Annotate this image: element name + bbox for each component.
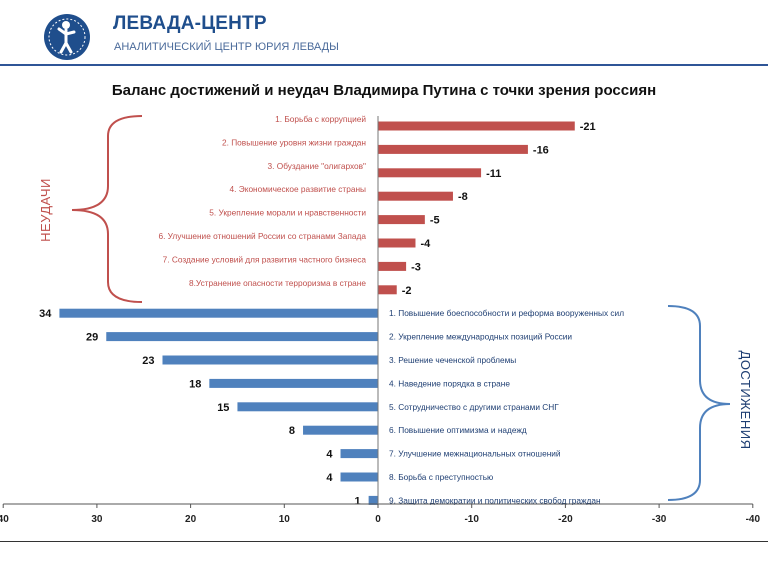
- achievement-bar: [162, 355, 378, 365]
- failure-value-label: -21: [580, 121, 596, 133]
- header: ЛЕВАДА-ЦЕНТР АНАЛИТИЧЕСКИЙ ЦЕНТР ЮРИЯ ЛЕ…: [0, 0, 768, 64]
- org-subtitle: АНАЛИТИЧЕСКИЙ ЦЕНТР ЮРИЯ ЛЕВАДЫ: [114, 41, 339, 53]
- achievement-value-label: 18: [189, 378, 201, 390]
- failure-value-label: -11: [486, 168, 501, 180]
- failure-category-label: 6. Улучшение отношений России со странам…: [158, 231, 366, 241]
- achievement-value-label: 4: [326, 472, 333, 484]
- achievement-bar: [340, 449, 378, 459]
- achievement-value-label: 23: [142, 355, 154, 367]
- achievement-bar: [340, 472, 378, 482]
- levada-logo-icon: [44, 14, 90, 60]
- achievement-bar: [209, 378, 378, 388]
- failure-category-label: 2. Повышение уровня жизни граждан: [222, 137, 366, 147]
- failure-value-label: -2: [402, 285, 412, 297]
- achievement-value-label: 8: [289, 425, 295, 437]
- failure-bar: [378, 215, 425, 225]
- failure-value-label: -4: [420, 238, 431, 250]
- x-tick-label: 20: [185, 514, 197, 525]
- achievement-category-label: 3. Решение чеченской проблемы: [389, 355, 516, 365]
- x-tick-label: -30: [652, 514, 667, 525]
- x-tick-label: 0: [375, 514, 381, 525]
- achievement-category-label: 6. Повышение оптимизма и надежд: [389, 425, 527, 435]
- achievement-value-label: 34: [39, 308, 52, 320]
- failure-bar: [378, 261, 407, 271]
- chart-title: Баланс достижений и неудач Владимира Пут…: [111, 82, 657, 99]
- failure-bar: [378, 144, 528, 154]
- achievement-bar: [106, 332, 379, 342]
- achievement-value-label: 1: [355, 495, 361, 507]
- achievement-category-label: 9. Защита демократии и политических своб…: [389, 495, 601, 505]
- failure-value-label: -8: [458, 191, 468, 203]
- achievement-bar: [303, 425, 378, 435]
- failure-value-label: -16: [533, 144, 549, 156]
- achievement-category-label: 1. Повышение боеспособности и реформа во…: [389, 308, 624, 318]
- achievement-bar: [368, 495, 378, 505]
- failures-group-label: НЕУДАЧИ: [38, 178, 53, 242]
- achievement-category-label: 8. Борьба с преступностью: [389, 472, 493, 482]
- achievement-category-label: 2. Укрепление международных позиций Росс…: [389, 332, 572, 342]
- x-tick-label: 40: [0, 514, 9, 525]
- failure-category-label: 1. Борьба с коррупцией: [275, 114, 366, 124]
- failure-value-label: -3: [411, 261, 421, 273]
- bottom-rule: [0, 541, 768, 542]
- failure-bar: [378, 168, 482, 178]
- achievement-value-label: 15: [217, 402, 229, 414]
- achievements-brace: [667, 305, 731, 501]
- x-tick-label: 30: [91, 514, 103, 525]
- failure-bar: [378, 285, 397, 295]
- x-tick-label: -20: [558, 514, 573, 525]
- failure-bar: [378, 238, 416, 248]
- achievement-value-label: 4: [326, 449, 333, 461]
- achievement-category-label: 4. Наведение порядка в стране: [389, 378, 510, 388]
- failure-category-label: 5. Укрепление морали и нравственности: [209, 208, 366, 218]
- x-tick-label: 10: [279, 514, 291, 525]
- achievement-category-label: 7. Улучшение межнациональных отношений: [389, 449, 561, 459]
- x-tick-label: -40: [746, 514, 761, 525]
- failure-category-label: 7. Создание условий для развития частног…: [163, 254, 367, 264]
- failure-category-label: 8.Устранение опасности терроризма в стра…: [189, 278, 366, 288]
- achievement-bar: [59, 308, 379, 318]
- header-divider: [0, 64, 768, 66]
- achievement-value-label: 29: [86, 332, 98, 344]
- achievement-category-label: 5. Сотрудничество с другими странами СНГ: [389, 402, 559, 412]
- achievement-bar: [237, 402, 378, 412]
- x-tick-label: -10: [464, 514, 479, 525]
- failures-brace: [71, 115, 143, 303]
- failure-bar: [378, 191, 453, 201]
- failure-category-label: 4. Экономическое развитие страны: [230, 184, 366, 194]
- org-name: ЛЕВАДА-ЦЕНТР: [113, 13, 267, 34]
- failure-category-label: 3. Обуздание "олигархов": [268, 161, 367, 171]
- achievements-group-label: ДОСТИЖЕНИЯ: [738, 351, 753, 450]
- failure-value-label: -5: [430, 215, 440, 227]
- failure-bar: [378, 121, 575, 131]
